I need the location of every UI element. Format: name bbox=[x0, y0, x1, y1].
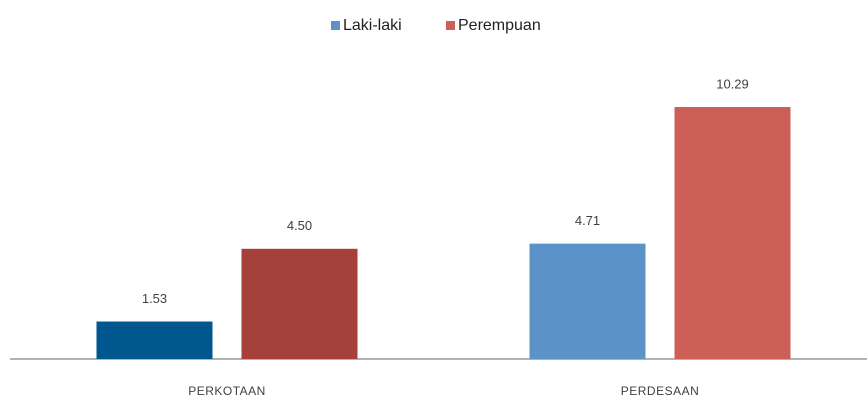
bar bbox=[96, 321, 213, 359]
legend-swatch bbox=[446, 21, 455, 30]
data-label: 1.53 bbox=[142, 291, 167, 306]
x-tick-label: PERDESAAN bbox=[621, 384, 700, 398]
bar bbox=[241, 248, 358, 359]
data-label: 4.50 bbox=[287, 218, 312, 233]
bar bbox=[529, 243, 646, 359]
bar bbox=[674, 107, 791, 359]
x-tick-label: PERKOTAAN bbox=[188, 384, 266, 398]
legend-label: Laki-laki bbox=[343, 17, 402, 34]
data-label: 10.29 bbox=[716, 76, 749, 91]
data-label: 4.71 bbox=[575, 213, 600, 228]
legend-swatch bbox=[331, 21, 340, 30]
legend-label: Perempuan bbox=[458, 17, 541, 34]
